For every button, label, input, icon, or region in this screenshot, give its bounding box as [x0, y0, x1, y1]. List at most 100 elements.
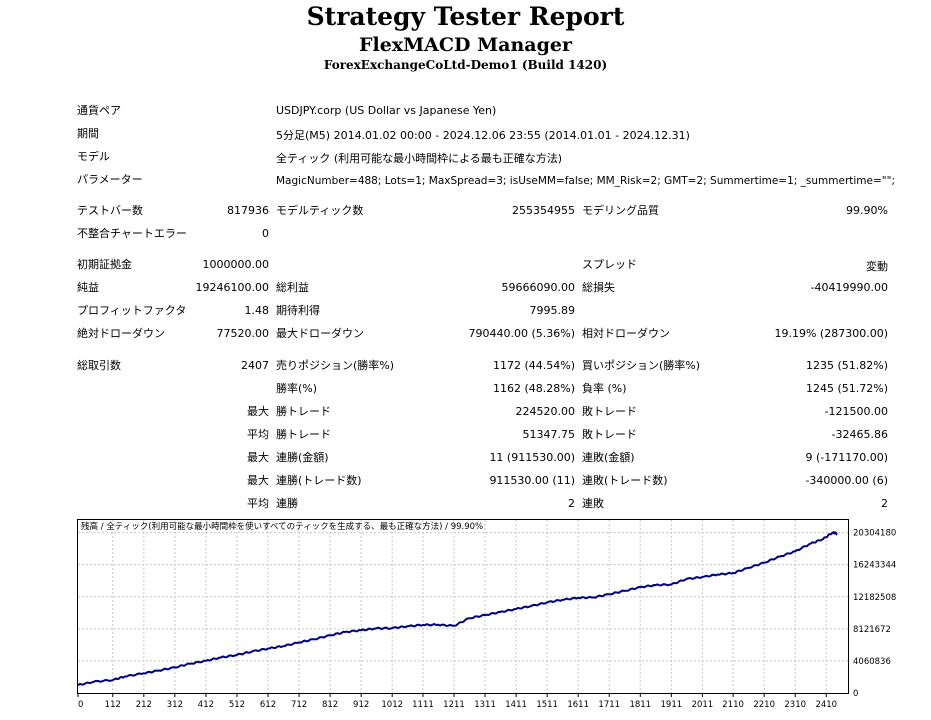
x-axis: 0 112 212 312 412 512 612 712 812 912 1012 1111 1211… [77, 693, 837, 710]
row-prefix: 平均 [247, 428, 269, 441]
y-axis: 0 4060836 8121672 12182508 16243344 20304180 [853, 529, 896, 699]
info-label: パラメーター [77, 173, 143, 186]
x-tick-label: 712 [291, 700, 307, 710]
x-tick-label: 812 [322, 700, 338, 710]
largest-loss-value: -121500.00 [824, 405, 888, 418]
row-prefix: 最大 [247, 405, 269, 418]
max-drawdown-value: 790440.00 (5.36%) [468, 327, 575, 340]
x-tick-label: 0 [78, 700, 83, 710]
gross-profit-label: 総利益 [276, 281, 309, 294]
x-tick-label: 2410 [815, 700, 837, 710]
largest-loss-label: 敗トレード [582, 405, 637, 418]
max-drawdown-label: 最大ドローダウン [276, 327, 364, 340]
test-bars-value: 817936 [227, 204, 269, 217]
model-quality-label: モデリング品質 [582, 204, 659, 217]
loss-pct-label: 負率 (%) [582, 382, 627, 395]
mismatch-label: 不整合チャートエラー [77, 227, 187, 240]
spread-label: スプレッド [582, 258, 637, 271]
x-tick-label: 1911 [661, 700, 683, 710]
x-tick-label: 1511 [536, 700, 558, 710]
avg-cons-losses-label: 連敗 [582, 497, 604, 510]
y-tick-label: 4060836 [853, 657, 891, 667]
x-tick-label: 1211 [443, 700, 465, 710]
rel-drawdown-label: 相対ドローダウン [582, 327, 670, 340]
x-tick-label: 412 [198, 700, 214, 710]
model-ticks-value: 255354955 [512, 204, 575, 217]
max-cons-losses-value: 9 (-171170.00) [805, 451, 888, 464]
x-tick-label: 1411 [505, 700, 527, 710]
gross-loss-label: 総損失 [582, 281, 615, 294]
x-tick-label: 2011 [692, 700, 714, 710]
avg-win-value: 51347.75 [522, 428, 576, 441]
net-profit-value: 19246100.00 [195, 281, 269, 294]
rel-drawdown-value: 19.19% (287300.00) [774, 327, 888, 340]
loss-pct-value: 1245 (51.72%) [805, 382, 888, 395]
gross-loss-value: -40419990.00 [810, 281, 888, 294]
x-tick-label: 512 [229, 700, 245, 710]
chart-title: 残高 / 全ティック(利用可能な最小時間枠を使いすべてのティックを生成する、最も… [81, 521, 483, 532]
net-profit-label: 純益 [77, 281, 99, 294]
model-quality-value: 99.90% [846, 204, 888, 217]
info-value: USDJPY.corp (US Dollar vs Japanese Yen) [276, 104, 497, 117]
x-tick-label: 1111 [412, 700, 434, 710]
x-tick-label: 312 [167, 700, 183, 710]
x-tick-label: 612 [260, 700, 276, 710]
avg-loss-value: -32465.86 [831, 428, 888, 441]
y-tick-label: 8121672 [853, 625, 891, 635]
info-value: 全ティック (利用可能な最小時間枠による最も正確な方法) [276, 152, 563, 165]
total-trades-value: 2407 [241, 359, 269, 372]
short-positions-label: 売りポジション(勝率%) [276, 359, 395, 372]
profit-factor-label: プロフィットファクタ [77, 304, 187, 317]
long-positions-value: 1235 (51.82%) [805, 359, 888, 372]
avg-cons-wins-value: 2 [568, 497, 575, 510]
gross-profit-value: 59666090.00 [501, 281, 575, 294]
abs-drawdown-value: 77520.00 [216, 327, 270, 340]
avg-cons-losses-value: 2 [881, 497, 888, 510]
x-tick-label: 2310 [784, 700, 806, 710]
short-positions-value: 1172 (44.54%) [492, 359, 575, 372]
info-value: MagicNumber=488; Lots=1; MaxSpread=3; is… [276, 175, 895, 187]
balance-line [77, 530, 838, 686]
max-cons-profit-label: 連勝(トレード数) [276, 474, 362, 487]
row-prefix: 最大 [247, 451, 269, 464]
expected-payoff-label: 期待利得 [276, 304, 320, 317]
server-build: ForexExchangeCoLtd-Demo1 (Build 1420) [323, 58, 608, 72]
y-tick-label: 12182508 [853, 593, 896, 603]
report-subtitle: FlexMACD Manager [359, 34, 572, 56]
largest-win-label: 勝トレード [276, 405, 331, 418]
x-tick-label: 1012 [381, 700, 403, 710]
max-cons-loss-value: -340000.00 (6) [805, 474, 888, 487]
x-tick-label: 1811 [629, 700, 651, 710]
profit-factor-value: 1.48 [244, 304, 270, 317]
info-label: 通貨ペア [77, 104, 121, 117]
max-cons-wins-value: 11 (911530.00) [489, 451, 575, 464]
max-cons-wins-label: 連勝(金額) [276, 451, 329, 464]
avg-loss-label: 敗トレード [582, 428, 637, 441]
mismatch-value: 0 [262, 227, 269, 240]
info-value: 5分足(M5) 2014.01.02 00:00 - 2024.12.06 23… [276, 129, 690, 142]
x-tick-label: 1611 [567, 700, 589, 710]
balance-chart: 040608368121672121825081624334420304180 … [77, 519, 896, 710]
initial-deposit-value: 1000000.00 [202, 258, 269, 271]
y-tick-label: 0 [853, 689, 858, 699]
x-tick-label: 212 [136, 700, 152, 710]
win-pct-value: 1162 (48.28%) [492, 382, 575, 395]
abs-drawdown-label: 絶対ドローダウン [77, 327, 165, 340]
y-tick-label: 20304180 [853, 529, 896, 539]
max-cons-profit-value: 911530.00 (11) [489, 474, 575, 487]
max-cons-losses-label: 連敗(金額) [582, 451, 635, 464]
info-label: モデル [77, 150, 110, 163]
x-tick-label: 2210 [753, 700, 775, 710]
test-bars-label: テストバー数 [77, 204, 143, 217]
x-tick-label: 2110 [722, 700, 744, 710]
x-tick-label: 1311 [474, 700, 496, 710]
largest-win-value: 224520.00 [515, 405, 576, 418]
initial-deposit-label: 初期証拠金 [77, 258, 132, 271]
y-tick-label: 16243344 [853, 561, 896, 571]
total-trades-label: 総取引数 [77, 359, 121, 372]
model-ticks-label: モデルティック数 [276, 204, 364, 217]
report-title: Strategy Tester Report [306, 2, 625, 31]
win-pct-label: 勝率(%) [276, 382, 318, 395]
grid [78, 520, 848, 693]
avg-win-label: 勝トレード [276, 428, 331, 441]
